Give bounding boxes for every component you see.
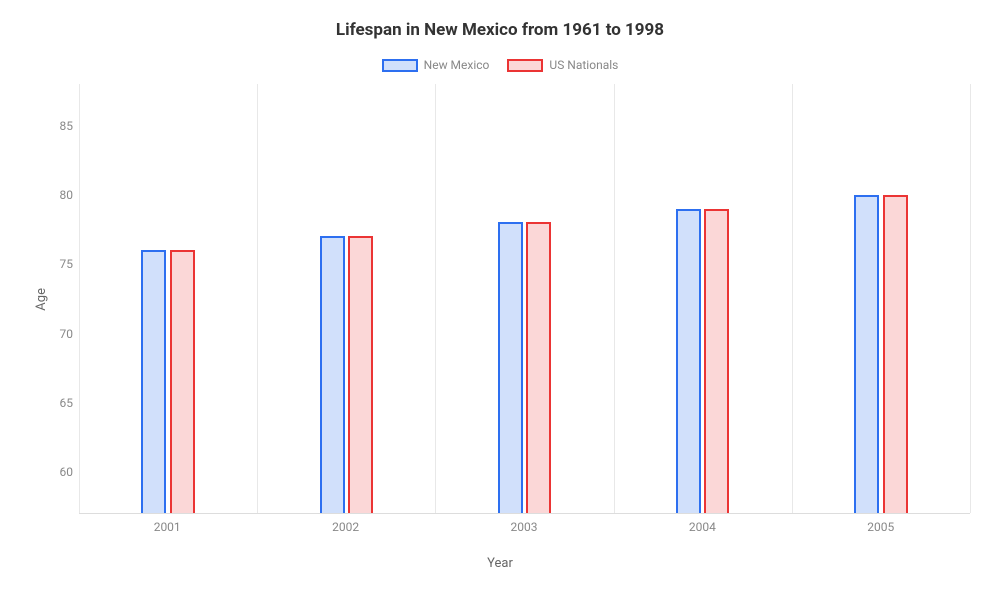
legend-item-us-nationals[interactable]: US Nationals: [507, 58, 618, 72]
bar[interactable]: [170, 250, 195, 513]
gridline: [792, 84, 793, 513]
y-axis: 60 65 70 75 80 85: [49, 84, 79, 514]
y-tick: 70: [60, 327, 74, 341]
gridline: [970, 84, 971, 513]
x-tick: 2004: [689, 520, 716, 534]
y-axis-label: Age: [30, 288, 49, 311]
legend-label-new-mexico: New Mexico: [424, 58, 490, 72]
y-tick: 80: [60, 188, 74, 202]
bar[interactable]: [704, 209, 729, 513]
x-tick: 2005: [867, 520, 894, 534]
legend-swatch-new-mexico: [382, 59, 418, 72]
x-tick: 2001: [154, 520, 181, 534]
bar[interactable]: [141, 250, 166, 513]
gridline: [79, 84, 80, 513]
gridline: [435, 84, 436, 513]
y-tick: 75: [60, 257, 74, 271]
bar[interactable]: [883, 195, 908, 513]
gridline: [614, 84, 615, 513]
legend-swatch-us-nationals: [507, 59, 543, 72]
x-axis-label: Year: [30, 556, 970, 571]
bar[interactable]: [854, 195, 879, 513]
legend-label-us-nationals: US Nationals: [549, 58, 618, 72]
bar[interactable]: [320, 236, 345, 513]
bar[interactable]: [498, 222, 523, 513]
bar[interactable]: [676, 209, 701, 513]
x-tick: 2002: [332, 520, 359, 534]
bar[interactable]: [526, 222, 551, 513]
legend-item-new-mexico[interactable]: New Mexico: [382, 58, 490, 72]
y-tick: 85: [60, 119, 74, 133]
x-axis: 2001 2002 2003 2004 2005: [78, 514, 970, 538]
bar[interactable]: [348, 236, 373, 513]
y-tick: 65: [60, 396, 74, 410]
x-tick: 2003: [511, 520, 538, 534]
plot: [79, 84, 970, 514]
chart-title: Lifespan in New Mexico from 1961 to 1998: [30, 20, 970, 40]
plot-area: Age 60 65 70 75 80 85: [30, 84, 970, 514]
chart-container: Lifespan in New Mexico from 1961 to 1998…: [0, 0, 1000, 600]
legend: New Mexico US Nationals: [30, 58, 970, 72]
gridline: [257, 84, 258, 513]
y-tick: 60: [60, 465, 74, 479]
